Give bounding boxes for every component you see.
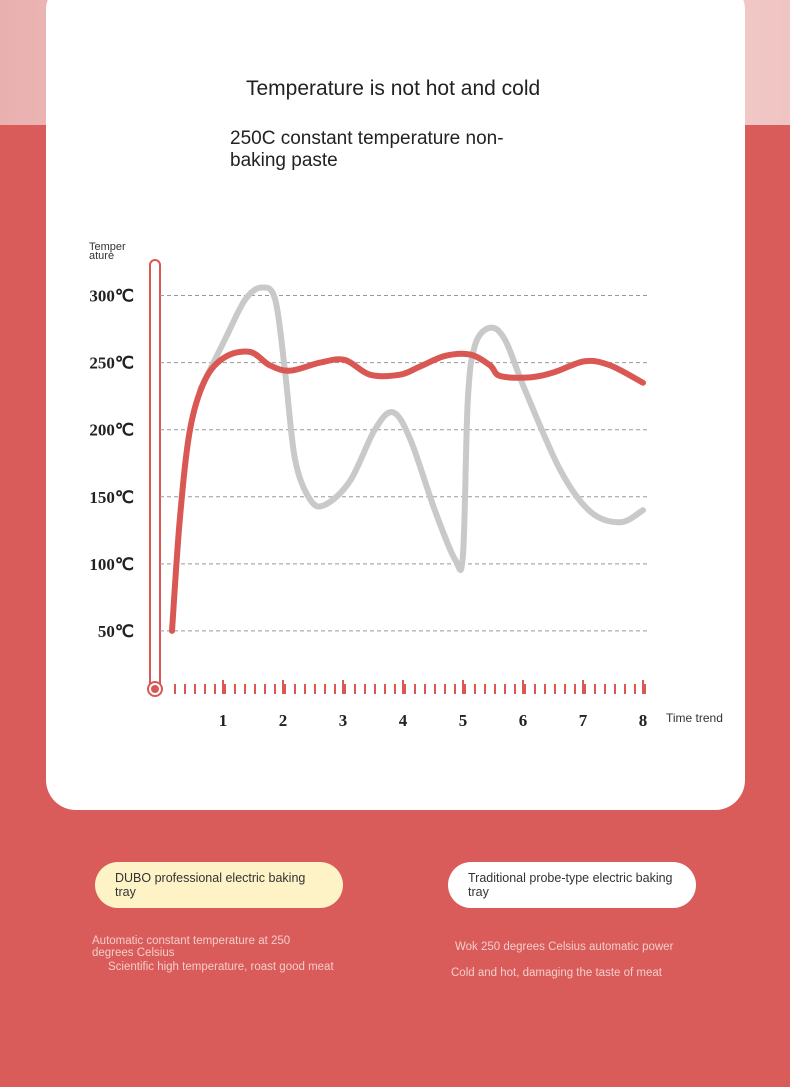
x-tick-label: 7: [579, 711, 588, 730]
series-line: [197, 284, 646, 573]
y-tick-label: 300℃: [89, 287, 134, 306]
chart-title: Temperature is not hot and cold: [246, 77, 541, 100]
x-tick-label: 4: [399, 711, 408, 730]
chart-card: [46, 0, 745, 810]
y-tick-label: 150℃: [89, 488, 134, 507]
chart-subtitle: 250C constant temperature non-baking pas…: [230, 128, 504, 171]
legend-note: Automatic constant temperature at 250 de…: [92, 935, 291, 959]
y-axis-label: Temper ature: [89, 241, 126, 262]
x-tick-label: 6: [519, 711, 528, 730]
x-tick-label: 2: [279, 711, 288, 730]
y-tick-label: 50℃: [98, 622, 134, 641]
legend-item: Traditional probe-type electric baking t…: [448, 862, 696, 908]
x-axis-label: Time trend: [666, 711, 723, 725]
x-tick-label: 3: [339, 711, 348, 730]
y-tick-label: 250℃: [89, 354, 134, 373]
legend-note: Cold and hot, damaging the taste of meat: [451, 967, 662, 979]
x-tick-label: 8: [639, 711, 648, 730]
x-tick-label: 5: [459, 711, 468, 730]
x-tick-label: 1: [219, 711, 228, 730]
thermometer-bulb-fill: [151, 685, 159, 693]
series-line: [169, 348, 646, 634]
legend-note: Wok 250 degrees Celsius automatic power: [455, 941, 674, 953]
y-tick-label: 200℃: [89, 421, 134, 440]
legend-note: Scientific high temperature, roast good …: [108, 961, 334, 973]
legend-item: DUBO professional electric baking tray: [95, 862, 343, 908]
y-tick-label: 100℃: [89, 555, 134, 574]
thermometer: [149, 259, 161, 693]
